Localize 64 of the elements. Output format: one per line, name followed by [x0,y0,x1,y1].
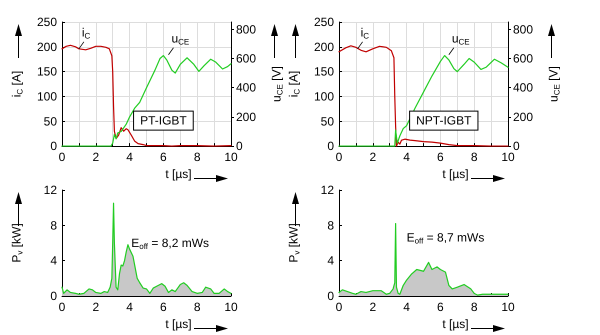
x-tick-label: 0 [336,300,343,314]
x-tick-label: 10 [501,150,515,164]
x-tick-label: 8 [194,300,201,314]
x-tick-label: 8 [470,150,478,164]
y2-tick-label: 0 [513,139,520,154]
y-tick-label: 50 [44,114,58,128]
y2-tick-label: 200 [513,110,534,124]
x-tick-label: 6 [160,300,168,314]
y-tick-label: 250 [314,15,334,29]
x-tick-label: 0 [58,300,66,314]
x-tick-label: 2 [369,150,376,164]
y-axis-title: Pv [kW] [286,223,302,263]
y2-tick-label: 0 [236,139,243,154]
y2-tick-label: 600 [513,52,534,66]
x-tick-label: 8 [470,300,478,314]
y2-tick-label: 200 [236,110,256,124]
x-tick-label: 10 [224,300,238,314]
x-tick-label: 2 [92,150,100,164]
y-tick-label: 4 [50,254,58,268]
y-tick-label: 150 [36,64,58,79]
y-tick-label: 100 [314,89,334,104]
x-tick-label: 8 [194,150,201,164]
annotation: NPT-IGBT [416,114,472,128]
y-axis-title: iC [A] [10,70,24,98]
x-axis-title: t [µs] [165,316,192,331]
x-tick-label: 6 [437,300,444,314]
y-tick-label: 0 [327,139,334,154]
y-tick-label: 0 [327,289,334,303]
y-tick-label: 4 [327,254,334,268]
y2-tick-label: 400 [513,80,534,95]
y-tick-label: 12 [320,183,334,197]
y2-tick-label: 600 [236,52,256,66]
y-axis-title: iC [A] [286,70,302,98]
x-axis-title: t [µs] [442,167,469,181]
y-axis-title: Pv [kW] [10,223,24,263]
y-tick-label: 50 [320,114,334,128]
y-tick-label: 150 [314,64,334,79]
x-tick-label: 10 [224,150,238,164]
y2-tick-label: 400 [236,80,256,95]
x-tick-label: 6 [160,150,168,164]
y2-axis-title: uCE [V] [546,66,562,102]
y-tick-label: 8 [327,218,334,232]
y-tick-label: 8 [50,218,58,232]
y-tick-label: 200 [314,40,334,54]
x-tick-label: 2 [369,300,376,314]
y-tick-label: 12 [44,183,58,197]
y-tick-label: 250 [36,15,58,29]
y2-axis-title: uCE [V] [270,66,284,102]
y-tick-label: 100 [36,89,58,104]
x-tick-label: 2 [92,300,100,314]
y-tick-label: 0 [50,139,58,154]
annotation: PT-IGBT [140,114,188,128]
y2-tick-label: 800 [236,22,256,36]
y-tick-label: 200 [36,40,58,54]
x-tick-label: 4 [403,300,410,314]
x-axis-title: t [µs] [165,167,192,181]
x-tick-label: 4 [126,150,134,164]
x-tick-label: 6 [437,150,444,164]
x-axis-title: t [µs] [442,316,469,331]
x-tick-label: 10 [501,300,515,314]
x-tick-label: 4 [126,300,134,314]
x-tick-label: 4 [403,150,410,164]
y2-tick-label: 800 [513,22,534,36]
y-tick-label: 0 [50,289,58,303]
